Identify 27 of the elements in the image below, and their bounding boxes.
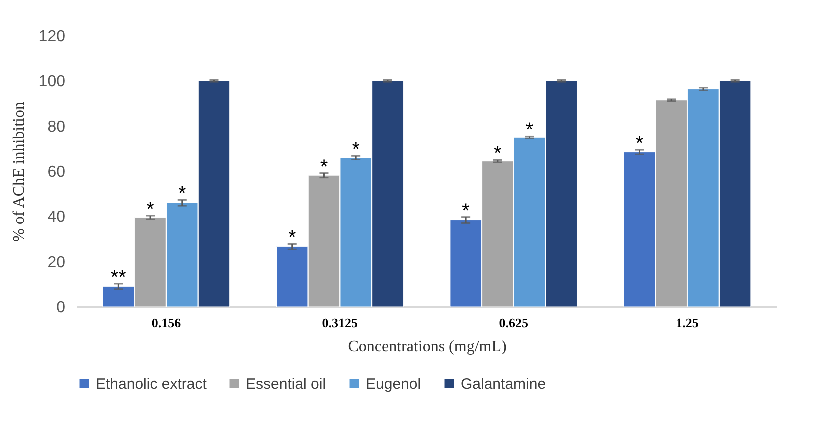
- y-tick-label: 20: [48, 254, 66, 272]
- data-label: *: [462, 200, 470, 222]
- data-label: *: [526, 120, 534, 142]
- legend-label: Eugenol: [366, 376, 422, 393]
- legend-label: Galantamine: [461, 376, 546, 393]
- x-axis-title: Concentrations (mg/mL): [348, 338, 507, 356]
- y-tick-label: 60: [48, 164, 66, 181]
- y-axis-title: % of AChE inhibition: [10, 102, 28, 242]
- legend-label: Essential oil: [246, 376, 326, 393]
- y-tick-label: 100: [38, 74, 66, 91]
- y-tick-label: 40: [48, 209, 66, 226]
- data-label: *: [352, 139, 360, 162]
- x-tick-label: 0.156: [152, 316, 182, 330]
- x-tick-label: 1.25: [676, 316, 700, 330]
- data-label: **: [110, 266, 127, 289]
- data-label: *: [636, 133, 644, 156]
- data-label: *: [288, 227, 296, 250]
- data-label: *: [320, 156, 328, 178]
- data-label: *: [494, 143, 502, 166]
- legend-label: Ethanolic extract: [96, 376, 208, 393]
- y-tick-label: 80: [48, 118, 66, 136]
- x-tick-label: 0.625: [499, 316, 529, 330]
- y-tick-label: 120: [38, 28, 66, 46]
- data-label: *: [146, 198, 155, 221]
- data-label: *: [178, 183, 186, 206]
- x-tick-label: 0.3125: [322, 316, 359, 330]
- y-tick-label: 0: [56, 300, 66, 316]
